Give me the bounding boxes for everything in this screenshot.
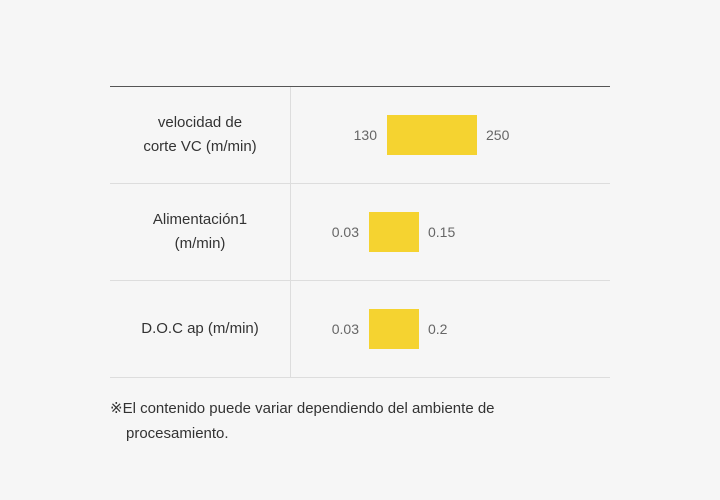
- footnote-line1: ※El contenido puede variar dependiendo d…: [110, 400, 495, 417]
- range-bar: [387, 115, 477, 155]
- spec-table: velocidad de corte VC (m/min) 130 250 Al…: [110, 86, 610, 378]
- spec-label-line1: Alimentación1: [152, 211, 248, 228]
- spec-label: Alimentación1 (m/min): [110, 184, 291, 280]
- range-max-value: 0.15: [428, 224, 456, 240]
- spec-label-line2: (m/min): [174, 235, 226, 252]
- spec-row-feed: Alimentación1 (m/min) 0.03 0.15: [110, 184, 610, 281]
- spec-range: 0.03 0.2: [291, 281, 610, 377]
- spec-row-cutting-speed: velocidad de corte VC (m/min) 130 250: [110, 87, 610, 184]
- range-max-value: 250: [486, 127, 510, 143]
- range-min-value: 130: [353, 127, 377, 143]
- range-min-value: 0.03: [331, 224, 359, 240]
- spec-range: 130 250: [291, 87, 610, 183]
- spec-label: D.O.C ap (m/min): [110, 281, 291, 377]
- spec-label-line1: velocidad de: [157, 114, 243, 131]
- range-min-value: 0.03: [331, 321, 359, 337]
- range-bar: [369, 309, 419, 349]
- range-max-value: 0.2: [428, 321, 448, 337]
- spec-range: 0.03 0.15: [291, 184, 610, 280]
- spec-row-doc: D.O.C ap (m/min) 0.03 0.2: [110, 281, 610, 378]
- spec-label-line2: corte VC (m/min): [143, 138, 257, 155]
- spec-label: velocidad de corte VC (m/min): [110, 87, 291, 183]
- footnote: ※El contenido puede variar dependiendo d…: [110, 396, 610, 446]
- spec-label-line1: D.O.C ap (m/min): [141, 320, 259, 337]
- footnote-line2: procesamiento.: [126, 425, 229, 442]
- range-bar: [369, 212, 419, 252]
